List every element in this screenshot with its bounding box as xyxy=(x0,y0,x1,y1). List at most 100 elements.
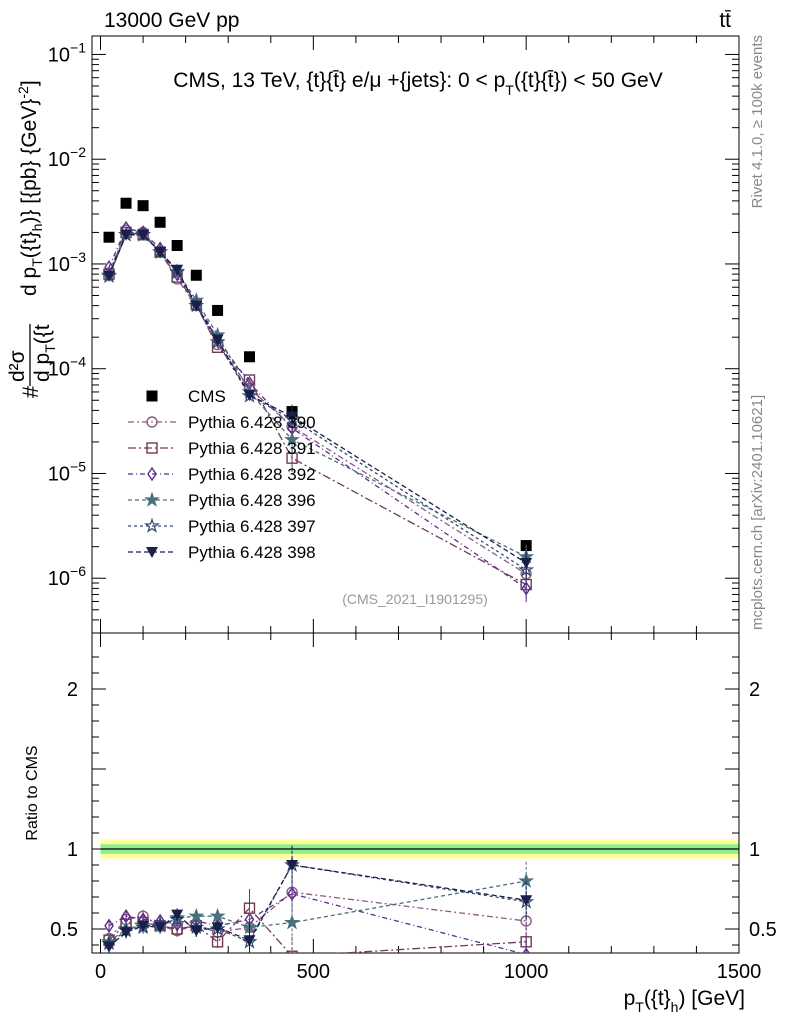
y-tick-label-right: 0.5 xyxy=(749,919,777,941)
y-tick-label: 10−5 xyxy=(48,458,86,485)
mcplots-label: mcplots.cern.ch [arXiv:2401.10621] xyxy=(749,395,766,630)
ratio-series-pythia-6-428-390 xyxy=(103,873,532,947)
legend-item: Pythia 6.428 391 xyxy=(128,439,316,458)
legend-label: Pythia 6.428 391 xyxy=(188,439,316,458)
series-line xyxy=(108,234,527,558)
ratio-point xyxy=(120,927,133,939)
y-tick-label: 10−6 xyxy=(48,563,86,590)
ratio-series-pythia-6-428-397 xyxy=(101,845,535,953)
ratio-point xyxy=(188,907,205,923)
y-tick-label: 10−4 xyxy=(48,354,86,381)
ratio-point xyxy=(284,914,300,930)
legend-marker xyxy=(146,442,158,454)
y-tick-label: 1 xyxy=(67,839,78,861)
ratio-point xyxy=(286,950,298,953)
legend-label: CMS xyxy=(188,387,226,406)
series-line xyxy=(108,234,527,571)
ratio-ylabel: Ratio to CMS xyxy=(24,745,41,840)
y-tick-label: 10−1 xyxy=(48,39,86,66)
ratio-xlabel: pT({t}h) [GeV] xyxy=(624,987,745,1015)
legend: CMS Pythia 6.428 390 Pythia 6.428 391 Pythi… xyxy=(128,387,316,562)
series-line xyxy=(108,227,527,589)
legend-marker xyxy=(144,517,160,533)
data-point xyxy=(154,247,167,259)
ratio-uncertainty-band xyxy=(100,839,739,859)
main-series-group xyxy=(101,197,535,603)
legend-item: Pythia 6.428 398 xyxy=(128,543,316,562)
ratio-line xyxy=(108,880,527,943)
series-line xyxy=(108,234,527,564)
legend-marker xyxy=(144,491,160,507)
ratio-panel: 0 500 1000 1500 0.5 0.5 1 1 2 2 Ratio to CMS pT({… xyxy=(24,632,777,1015)
data-point xyxy=(120,229,133,241)
ratio-point xyxy=(211,936,224,948)
ratio-point xyxy=(190,925,203,937)
main-ylabel-text: d²σ d pT({t d pT({t}h)} [{pb} {GeV}-2] xyxy=(6,80,58,382)
legend-label: Pythia 6.428 397 xyxy=(188,517,316,536)
series-pythia-6-428-391 xyxy=(103,226,532,599)
legend-marker xyxy=(146,547,158,558)
legend-item: CMS xyxy=(146,387,226,406)
ratio-series-pythia-6-428-396 xyxy=(101,861,535,949)
legend-label: Pythia 6.428 390 xyxy=(188,413,316,432)
legend-item: Pythia 6.428 392 xyxy=(128,465,316,484)
y-tick-label: 0.5 xyxy=(50,919,78,941)
data-point xyxy=(190,300,203,312)
legend-marker xyxy=(147,466,157,482)
data-point xyxy=(284,431,300,447)
ratio-point xyxy=(211,922,224,934)
data-point xyxy=(171,240,183,252)
main-axis-ticks: 10−6 10−5 10−4 10−3 10−2 10−1 xyxy=(48,36,740,634)
series-pythia-6-428-397 xyxy=(101,226,535,584)
ratio-axis-ticks: 0 500 1000 1500 0.5 0.5 1 1 2 2 xyxy=(50,633,777,983)
y-tick-label: 2 xyxy=(67,679,78,701)
data-point xyxy=(137,200,149,212)
ratio-line xyxy=(108,893,523,953)
series-line xyxy=(108,231,527,586)
main-ylabel: # d²σ d pT({t d pT({t}h)} [{pb} {GeV}-2] xyxy=(6,80,58,398)
header-right: tt̄ xyxy=(719,9,731,32)
ratio-series-group xyxy=(101,845,535,953)
ratio-line xyxy=(108,907,527,953)
data-point xyxy=(243,351,255,363)
x-tick-label: 0 xyxy=(95,961,106,983)
ratio-point xyxy=(287,886,297,902)
main-panel: 10−6 10−5 10−4 10−3 10−2 10−1 CMS, 13 TeV, {t… xyxy=(48,35,740,634)
legend-item: Pythia 6.428 396 xyxy=(128,491,316,510)
data-point xyxy=(103,231,115,243)
data-point xyxy=(212,304,224,316)
ratio-line xyxy=(108,891,527,940)
y-tick-label: 10−3 xyxy=(48,249,86,276)
ratio-point xyxy=(171,909,184,921)
x-tick-label: 1000 xyxy=(504,961,549,983)
x-tick-label: 500 xyxy=(297,961,330,983)
rivet-label: Rivet 4.1.0, ≥ 100k events xyxy=(749,35,766,208)
x-tick-label: 1500 xyxy=(717,961,762,983)
legend-marker xyxy=(146,416,158,428)
ratio-point xyxy=(522,947,530,953)
series-line xyxy=(108,229,527,575)
legend-item: Pythia 6.428 397 xyxy=(128,517,316,536)
ratio-line xyxy=(108,864,527,948)
data-point xyxy=(171,264,184,276)
data-point xyxy=(211,334,224,346)
series-pythia-6-428-396 xyxy=(101,226,535,571)
ratio-series-pythia-6-428-392 xyxy=(104,874,530,953)
svg-text:#: # xyxy=(18,385,43,398)
ratio-point xyxy=(209,907,226,924)
ratio-point xyxy=(104,918,114,934)
y-tick-label: 10−2 xyxy=(48,144,86,171)
series-pythia-6-428-392 xyxy=(104,220,532,603)
legend-item: Pythia 6.428 390 xyxy=(128,413,316,432)
ratio-point xyxy=(243,935,256,947)
legend-label: Pythia 6.428 392 xyxy=(188,465,316,484)
series-pythia-6-428-390 xyxy=(103,224,532,588)
ratio-point xyxy=(137,920,150,932)
ratio-point xyxy=(286,860,299,871)
analysis-id: (CMS_2021_I1901295) xyxy=(342,591,488,607)
legend-marker xyxy=(146,390,158,402)
data-point xyxy=(154,216,166,228)
data-point xyxy=(103,270,116,282)
data-point xyxy=(243,390,256,402)
